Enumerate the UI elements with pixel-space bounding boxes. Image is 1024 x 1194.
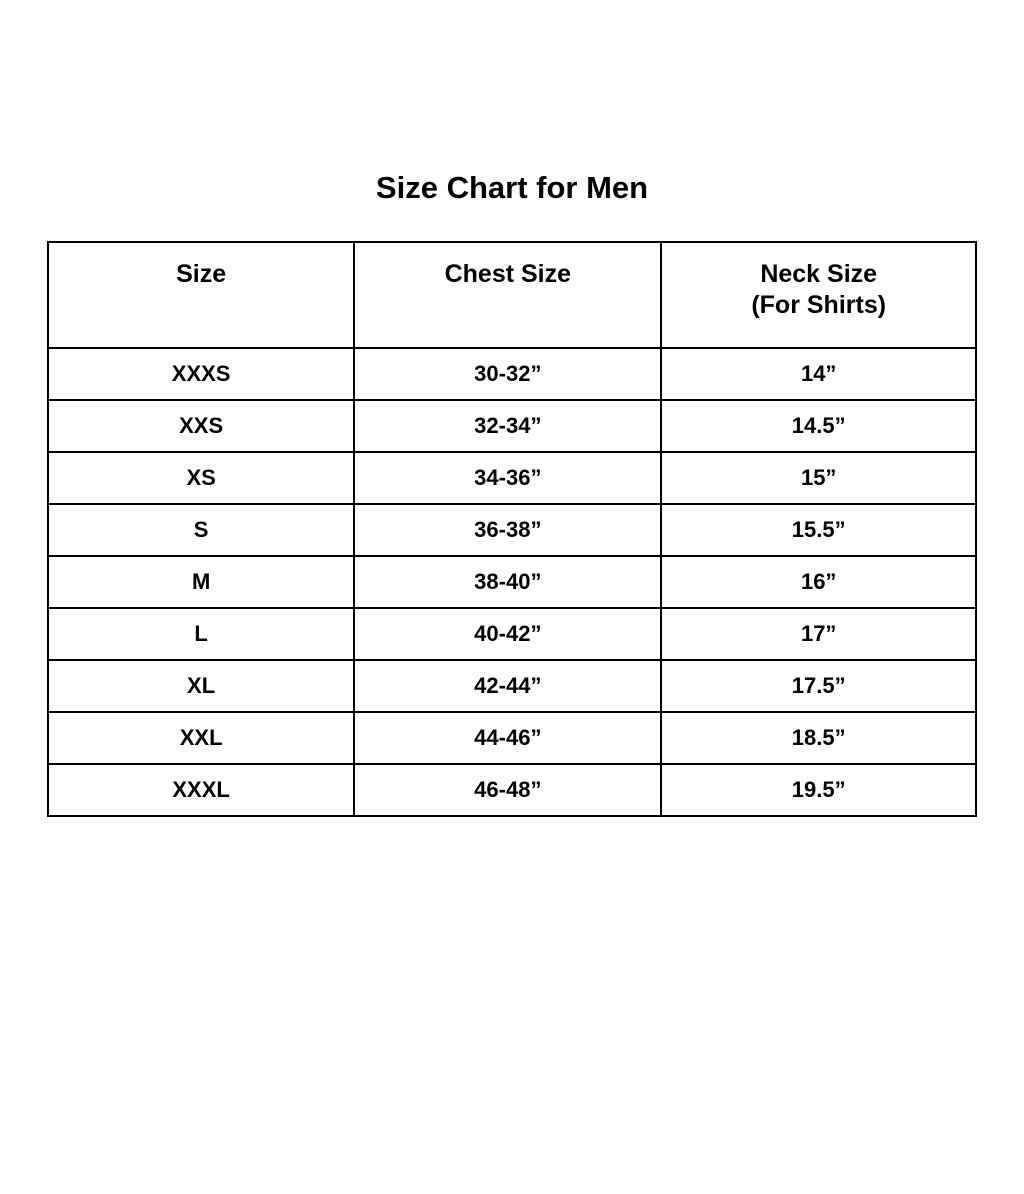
column-header-neck-size-sublabel: (For Shirts)	[751, 291, 887, 319]
chest-size-cell: 44-46”	[353, 711, 663, 765]
neck-size-cell: 14”	[660, 347, 977, 401]
column-header-chest-size: Chest Size	[353, 241, 663, 349]
column-header-neck-size-label: Neck Size	[760, 260, 878, 288]
size-cell: XXS	[46, 399, 356, 453]
table-row: XXXL 46-48” 19.5”	[46, 763, 977, 817]
neck-size-cell: 17.5”	[660, 659, 977, 713]
table-row: XXL 44-46” 18.5”	[46, 711, 977, 765]
chest-size-cell: 36-38”	[353, 503, 663, 557]
table-header: Size Chest Size Neck Size (For Shirts)	[46, 241, 977, 349]
chest-size-cell: 40-42”	[353, 607, 663, 661]
chest-size-cell: 30-32”	[353, 347, 663, 401]
chest-size-cell: 32-34”	[353, 399, 663, 453]
size-cell: XXXS	[46, 347, 356, 401]
neck-size-cell: 16”	[660, 555, 977, 609]
neck-size-cell: 18.5”	[660, 711, 977, 765]
table-row: XXXS 30-32” 14”	[46, 347, 977, 401]
size-cell: M	[46, 555, 356, 609]
table-row: XXS 32-34” 14.5”	[46, 399, 977, 453]
size-cell: XXL	[46, 711, 356, 765]
neck-size-cell: 14.5”	[660, 399, 977, 453]
table-row: M 38-40” 16”	[46, 555, 977, 609]
chest-size-cell: 38-40”	[353, 555, 663, 609]
table-row: XL 42-44” 17.5”	[46, 659, 977, 713]
column-header-size-label: Size	[176, 260, 227, 288]
column-header-size: Size	[46, 241, 356, 349]
neck-size-cell: 15.5”	[660, 503, 977, 557]
neck-size-cell: 19.5”	[660, 763, 977, 817]
neck-size-cell: 17”	[660, 607, 977, 661]
size-cell: XL	[46, 659, 356, 713]
table-row: XS 34-36” 15”	[46, 451, 977, 505]
header-row: Size Chest Size Neck Size (For Shirts)	[46, 241, 977, 349]
column-header-chest-size-label: Chest Size	[444, 260, 572, 288]
size-chart-table: Size Chest Size Neck Size (For Shirts) X…	[46, 241, 977, 817]
table-row: L 40-42” 17”	[46, 607, 977, 661]
page-title: Size Chart for Men	[375, 170, 649, 205]
table-body: XXXS 30-32” 14” XXS 32-34” 14.5” XS 34-36” 15” S 3…	[46, 347, 977, 817]
size-cell: XS	[46, 451, 356, 505]
column-header-neck-size: Neck Size (For Shirts)	[660, 241, 977, 349]
size-cell: XXXL	[46, 763, 356, 817]
neck-size-cell: 15”	[660, 451, 977, 505]
chest-size-cell: 46-48”	[353, 763, 663, 817]
chest-size-cell: 34-36”	[353, 451, 663, 505]
table-row: S 36-38” 15.5”	[46, 503, 977, 557]
size-cell: S	[46, 503, 356, 557]
chest-size-cell: 42-44”	[353, 659, 663, 713]
size-cell: L	[46, 607, 356, 661]
